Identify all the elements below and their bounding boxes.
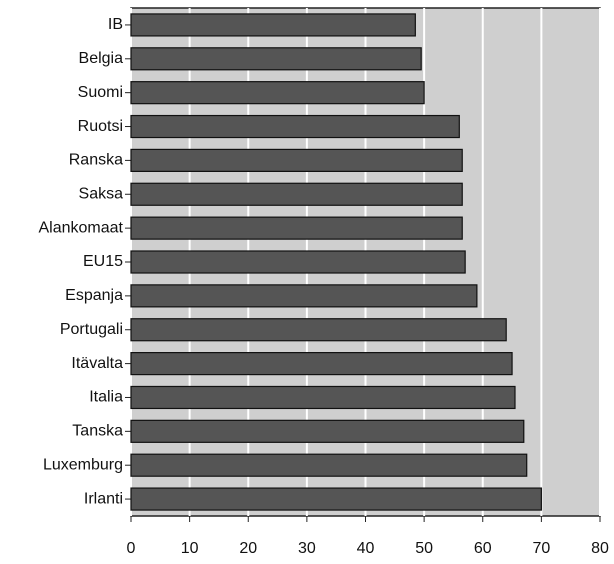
x-tick-label: 50 [415, 540, 433, 557]
x-tick-label: 60 [474, 540, 492, 557]
bar [130, 114, 460, 139]
bar [130, 419, 525, 443]
y-tick-label: Tanska [72, 423, 123, 440]
y-tick-label: Ranska [69, 152, 123, 169]
bar [130, 47, 422, 71]
y-tick-label: Alankomaat [39, 219, 124, 236]
x-tick-label: 20 [239, 540, 257, 557]
y-tick-label: Espanja [65, 287, 123, 304]
x-tick-label: 40 [357, 540, 375, 557]
bar [130, 453, 528, 477]
y-tick-label: Irlanti [84, 490, 123, 507]
y-tick-label: Italia [89, 389, 123, 406]
y-tick-label: Belgia [79, 50, 124, 67]
y-tick-label: Itävalta [71, 355, 123, 372]
y-tick-label: IB [108, 16, 123, 33]
y-tick-label: EU15 [83, 253, 123, 270]
bar [130, 284, 478, 308]
bar [130, 352, 513, 376]
y-tick-label: Portugali [60, 321, 123, 338]
x-tick-label: 30 [298, 540, 316, 557]
bar [130, 487, 542, 511]
bar [130, 81, 425, 105]
x-tick-label: 80 [591, 540, 609, 557]
bar [130, 216, 463, 240]
bar [130, 385, 516, 410]
x-tick-label: 0 [127, 540, 136, 557]
bar [130, 250, 466, 274]
bar [130, 148, 463, 172]
y-tick-label: Ruotsi [78, 118, 123, 135]
bar [130, 182, 463, 206]
bar [130, 13, 416, 37]
x-tick-label: 70 [532, 540, 550, 557]
y-tick-label: Saksa [79, 185, 124, 202]
y-tick-label: Suomi [78, 84, 123, 101]
bar [130, 318, 507, 342]
x-tick-label: 10 [181, 540, 199, 557]
y-tick-label: Luxemburg [43, 456, 123, 473]
